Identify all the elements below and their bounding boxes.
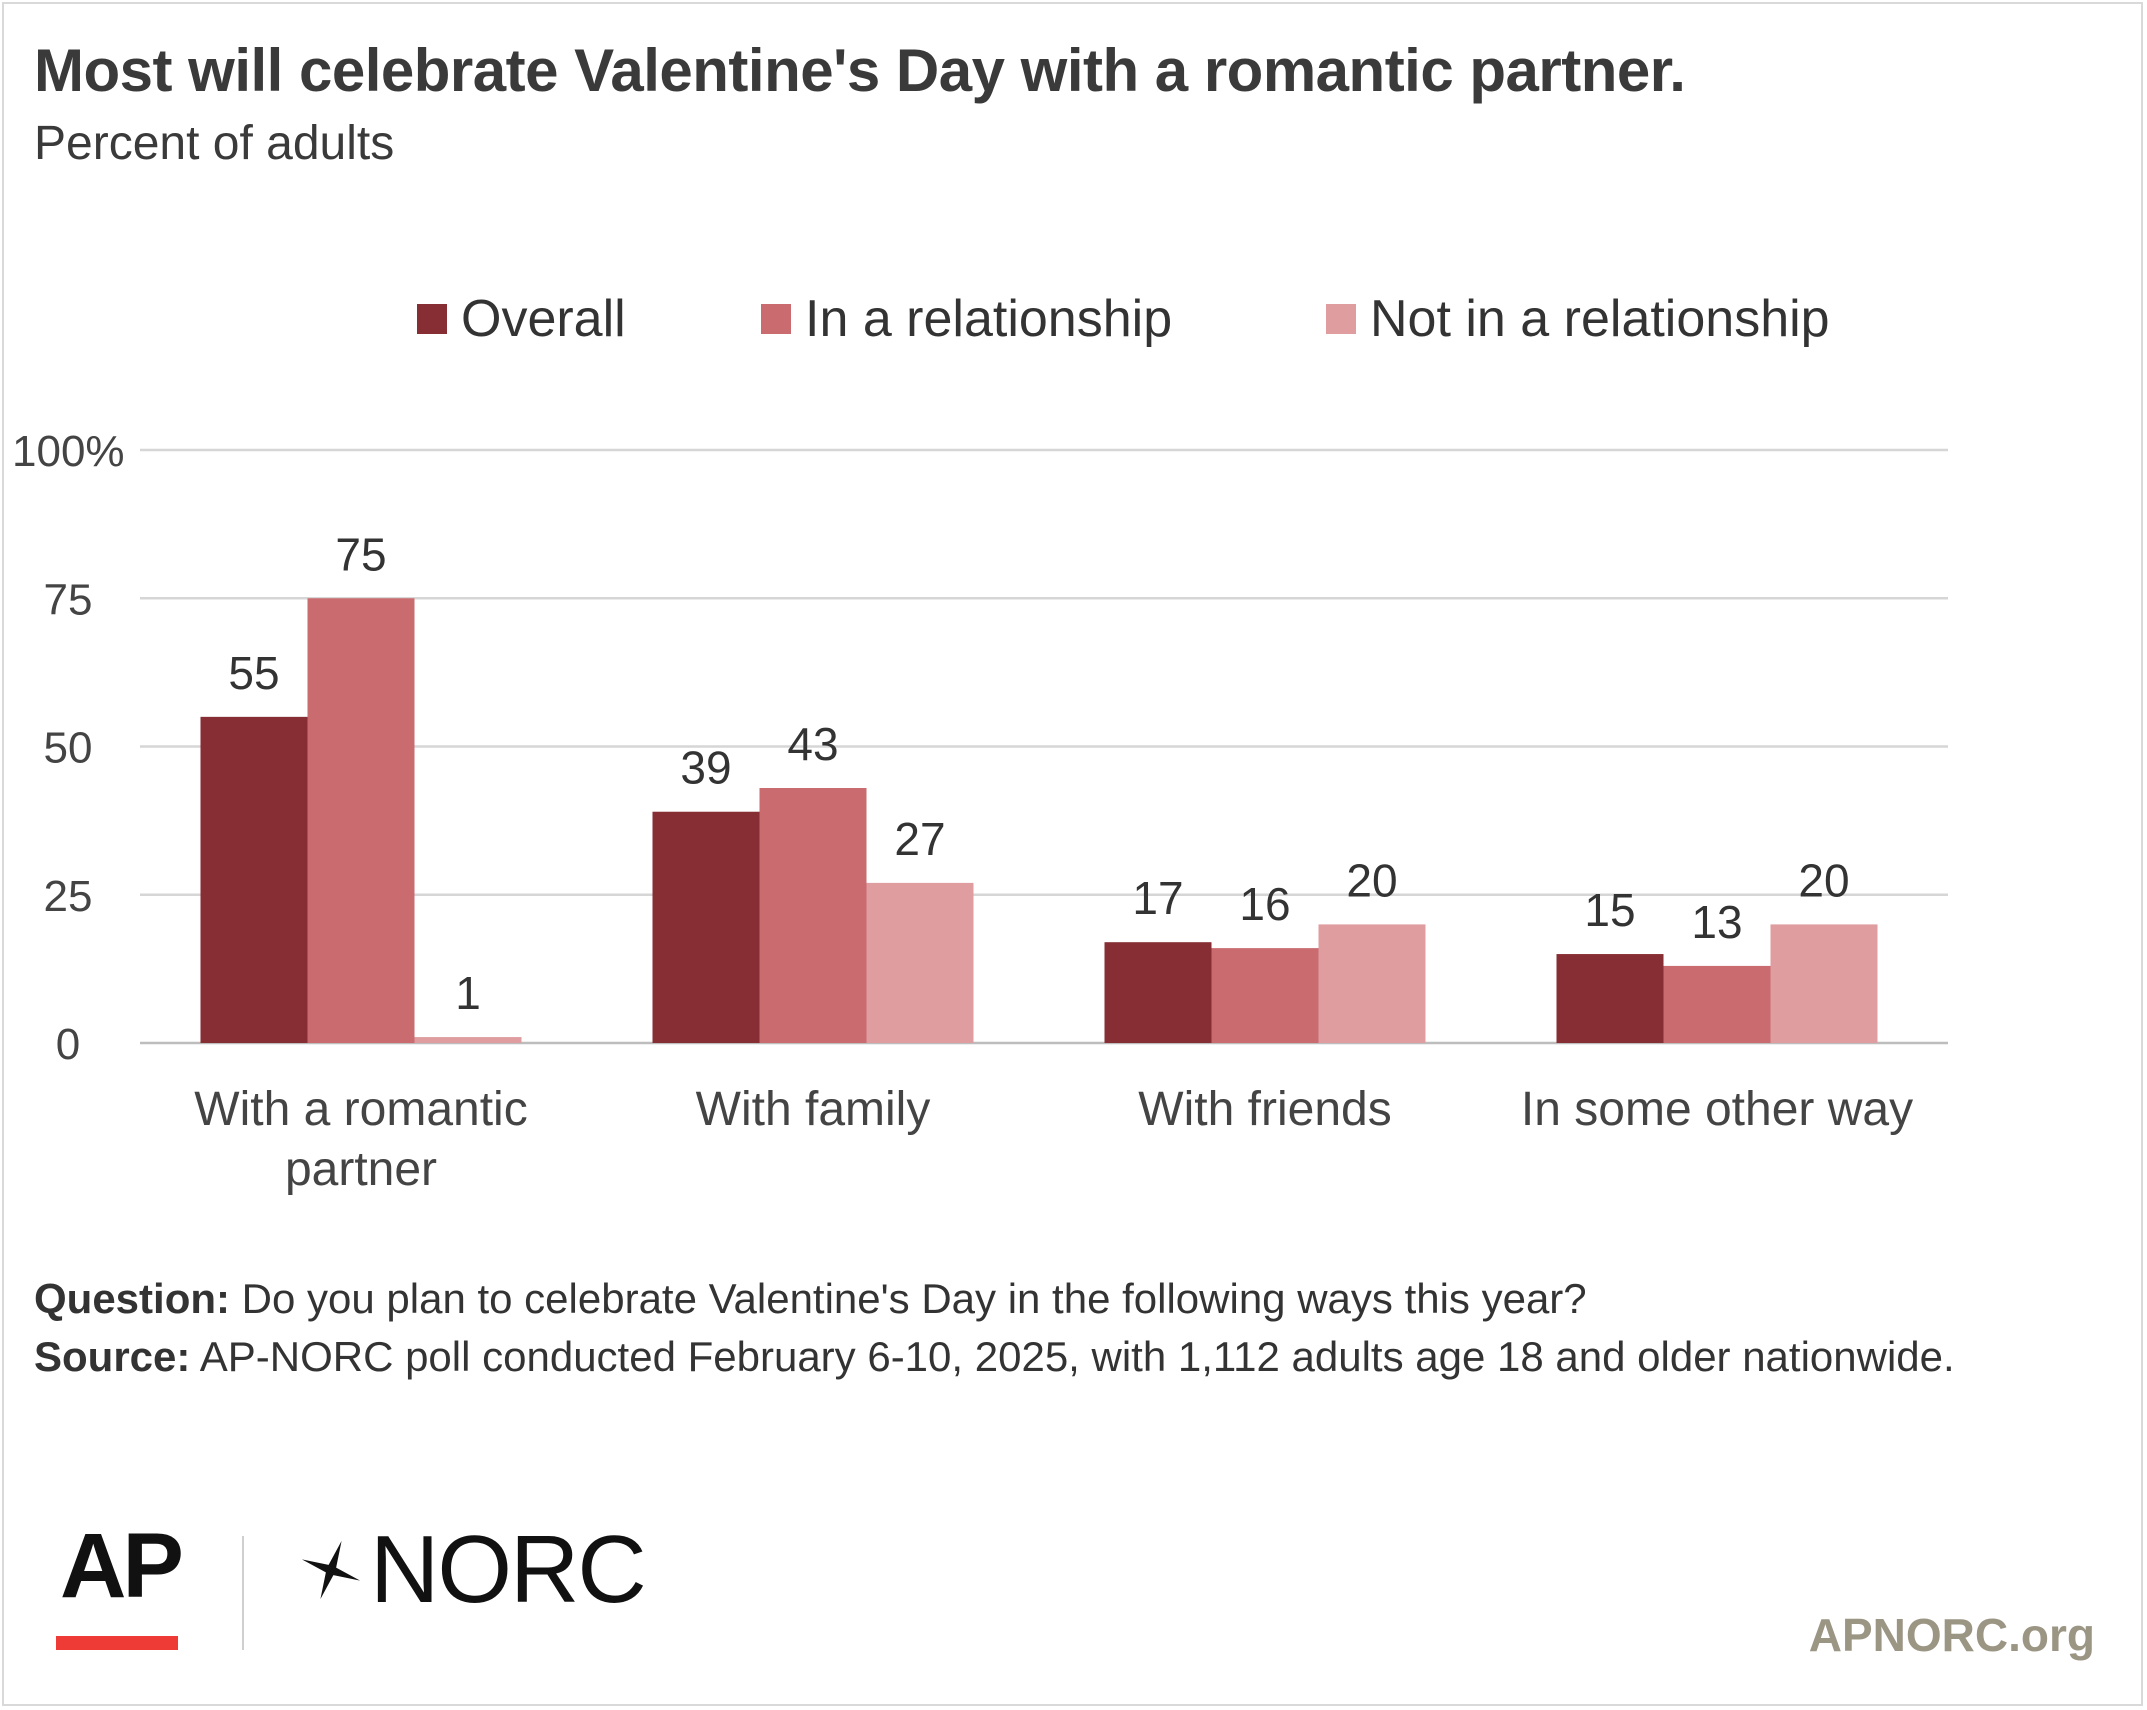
data-label: 75 bbox=[335, 528, 386, 580]
source-line: Source: AP-NORC poll conducted February … bbox=[34, 1328, 2034, 1386]
bar-chart: 0 25 50 75 100% 55 75 1 With a romantic partner 39… bbox=[12, 427, 1948, 1196]
x-tick-label: partner bbox=[285, 1143, 437, 1196]
chart-subtitle: Percent of adults bbox=[34, 117, 395, 170]
legend-swatch-not-in-relationship bbox=[1326, 304, 1356, 334]
ap-logo-bar bbox=[56, 1636, 178, 1650]
bar bbox=[759, 788, 867, 1043]
x-tick-label: With a romantic bbox=[194, 1083, 527, 1136]
data-label: 27 bbox=[894, 813, 945, 865]
legend-swatch-overall bbox=[417, 304, 447, 334]
bar bbox=[652, 811, 760, 1043]
legend-label-in-relationship: In a relationship bbox=[805, 290, 1173, 348]
y-tick-label: 100% bbox=[12, 427, 125, 476]
question-line: Question: Do you plan to celebrate Valen… bbox=[34, 1270, 2034, 1328]
legend-item-not-in-relationship: Not in a relationship bbox=[1326, 284, 1830, 354]
data-label: 13 bbox=[1691, 896, 1742, 948]
data-label: 1 bbox=[455, 967, 481, 1019]
source-text: AP-NORC poll conducted February 6-10, 20… bbox=[190, 1333, 1955, 1380]
norc-star-icon bbox=[301, 1540, 361, 1600]
bar bbox=[1211, 948, 1319, 1043]
norc-logo: NORC bbox=[296, 1516, 647, 1623]
legend-swatch-in-relationship bbox=[761, 304, 791, 334]
x-tick-label: In some other way bbox=[1521, 1083, 1913, 1136]
data-label: 15 bbox=[1584, 884, 1635, 936]
bar bbox=[1663, 965, 1771, 1043]
legend-label-not-in-relationship: Not in a relationship bbox=[1370, 290, 1830, 348]
bar bbox=[866, 882, 974, 1043]
x-tick-label: With family bbox=[696, 1083, 931, 1136]
data-label: 16 bbox=[1239, 878, 1290, 930]
bar bbox=[307, 598, 415, 1043]
data-label: 39 bbox=[680, 742, 731, 794]
source-label: Source: bbox=[34, 1333, 191, 1380]
site-link: APNORC.org bbox=[1808, 1609, 2095, 1661]
bar bbox=[200, 716, 308, 1043]
logo-divider bbox=[242, 1536, 244, 1650]
bar bbox=[1318, 924, 1426, 1043]
legend: Overall In a relationship Not in a relat… bbox=[0, 284, 2147, 354]
norc-logo-text: NORC bbox=[370, 1516, 647, 1623]
question-text: Do you plan to celebrate Valentine's Day… bbox=[230, 1275, 1587, 1322]
legend-label-overall: Overall bbox=[461, 290, 626, 348]
legend-item-in-relationship: In a relationship bbox=[761, 284, 1172, 354]
bar bbox=[1104, 942, 1212, 1043]
data-label: 43 bbox=[787, 718, 838, 770]
y-tick-label: 75 bbox=[44, 575, 93, 624]
y-tick-label: 0 bbox=[56, 1020, 80, 1069]
data-label: 20 bbox=[1346, 854, 1397, 906]
bar bbox=[1556, 954, 1664, 1043]
x-tick-label: With friends bbox=[1138, 1083, 1391, 1136]
y-tick-label: 50 bbox=[44, 724, 93, 773]
bar bbox=[1770, 924, 1878, 1043]
footnote: Question: Do you plan to celebrate Valen… bbox=[34, 1270, 2034, 1386]
chart-title: Most will celebrate Valentine's Day with… bbox=[34, 37, 1686, 104]
data-label: 20 bbox=[1798, 854, 1849, 906]
question-label: Question: bbox=[34, 1275, 230, 1322]
y-tick-label: 25 bbox=[44, 872, 93, 921]
ap-logo: AP bbox=[60, 1515, 184, 1617]
legend-item-overall: Overall bbox=[417, 284, 626, 354]
bar bbox=[414, 1037, 522, 1043]
data-label: 17 bbox=[1132, 872, 1183, 924]
data-label: 55 bbox=[228, 647, 279, 699]
